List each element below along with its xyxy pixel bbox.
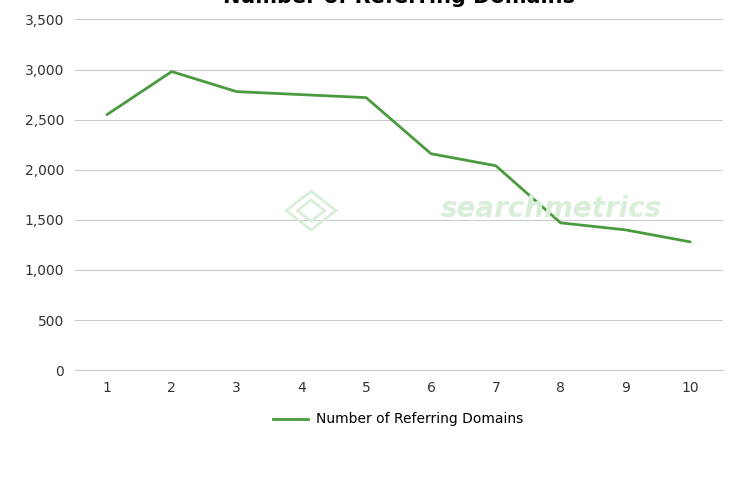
Text: 2,341: 2,341 [165,455,212,470]
Text: 0.9: 0.9 [630,455,656,470]
Title: Number of Referring Domains: Number of Referring Domains [223,0,574,7]
Legend: Number of Referring Domains: Number of Referring Domains [268,407,529,431]
Text: searchmetrics: searchmetrics [441,195,662,223]
Text: Median Baidu Top 10:: Median Baidu Top 10: [22,455,184,470]
Text: Correlation Score:: Correlation Score: [469,455,606,470]
